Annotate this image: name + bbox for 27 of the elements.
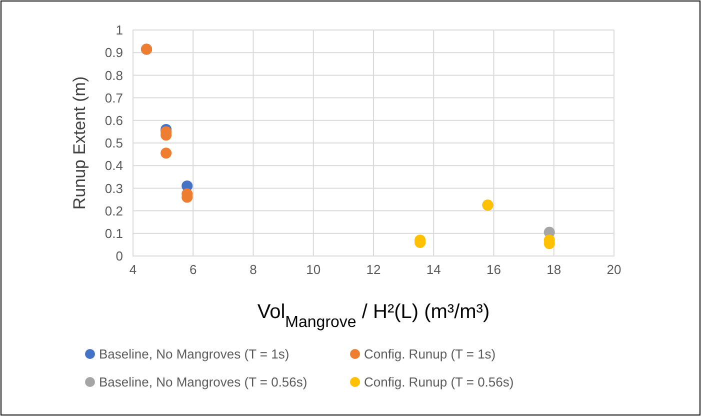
legend-label: Config. Runup (T = 1s)	[364, 346, 496, 362]
x-tick-label: 18	[546, 262, 562, 277]
y-tick-label: 0.9	[104, 45, 123, 60]
point	[160, 148, 172, 159]
y-tick-label: 0.4	[104, 158, 123, 174]
y-tick-label: 0.5	[104, 136, 123, 151]
x-tick-label: 16	[486, 262, 501, 277]
y-tick-label: 0.1	[104, 226, 123, 241]
y-tick-label: 0.6	[104, 112, 123, 128]
x-axis-title: Vol$_{Mangrove}$ / H²(L) (m³/m³)	[257, 301, 490, 330]
y-tick-label: 0.3	[104, 180, 123, 196]
x-tick-label: 14	[426, 262, 441, 277]
y-tick-label: 0	[116, 248, 123, 264]
x-tick-label: 4	[129, 262, 137, 277]
x-tick-label: 10	[306, 262, 321, 277]
legend-label: Config. Runup (T = 0.56s)	[364, 374, 514, 390]
y-axis-title: Runup Extent (m)	[70, 76, 89, 210]
x-tick-label: 8	[250, 262, 257, 277]
x-tick-label: 6	[190, 262, 197, 277]
legend-label: Baseline, No Mangroves (T = 1s)	[99, 346, 290, 362]
y-tick-label: 1	[116, 22, 123, 38]
x-tick-label: 12	[366, 262, 381, 277]
y-tick-label: 0.8	[104, 68, 123, 83]
y-tick-label: 0.2	[104, 203, 123, 218]
x-tick-label: 20	[606, 262, 622, 277]
legend-label: Baseline, No Mangroves (T = 0.56s)	[99, 374, 308, 390]
y-tick-label: 0.7	[104, 90, 123, 106]
